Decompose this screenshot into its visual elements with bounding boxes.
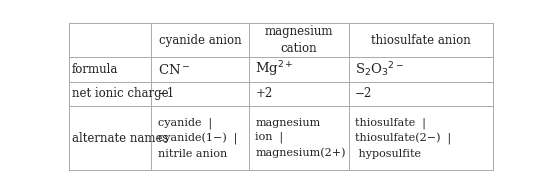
Text: CN$^-$: CN$^-$ (158, 63, 190, 77)
Text: Mg$^{2+}$: Mg$^{2+}$ (255, 60, 294, 79)
Text: +2: +2 (255, 87, 272, 100)
Text: magnesium
ion  |
magnesium(2+): magnesium ion | magnesium(2+) (255, 118, 346, 158)
Text: net ionic charge: net ionic charge (72, 87, 169, 100)
Text: cyanide  |
cyanide(1−)  |
nitrile anion: cyanide | cyanide(1−) | nitrile anion (158, 117, 237, 159)
Text: magnesium
cation: magnesium cation (265, 25, 333, 55)
Text: thiosulfate  |
thiosulfate(2−)  |
 hyposulfite: thiosulfate | thiosulfate(2−) | hyposulf… (355, 117, 452, 159)
Text: S$_2$O$_3$$^{2-}$: S$_2$O$_3$$^{2-}$ (355, 60, 404, 79)
Text: cyanide anion: cyanide anion (159, 34, 242, 47)
Text: thiosulfate anion: thiosulfate anion (371, 34, 471, 47)
Text: formula: formula (72, 63, 118, 76)
Text: alternate names: alternate names (72, 131, 168, 145)
Text: −2: −2 (355, 87, 373, 100)
Text: −1: −1 (158, 87, 175, 100)
